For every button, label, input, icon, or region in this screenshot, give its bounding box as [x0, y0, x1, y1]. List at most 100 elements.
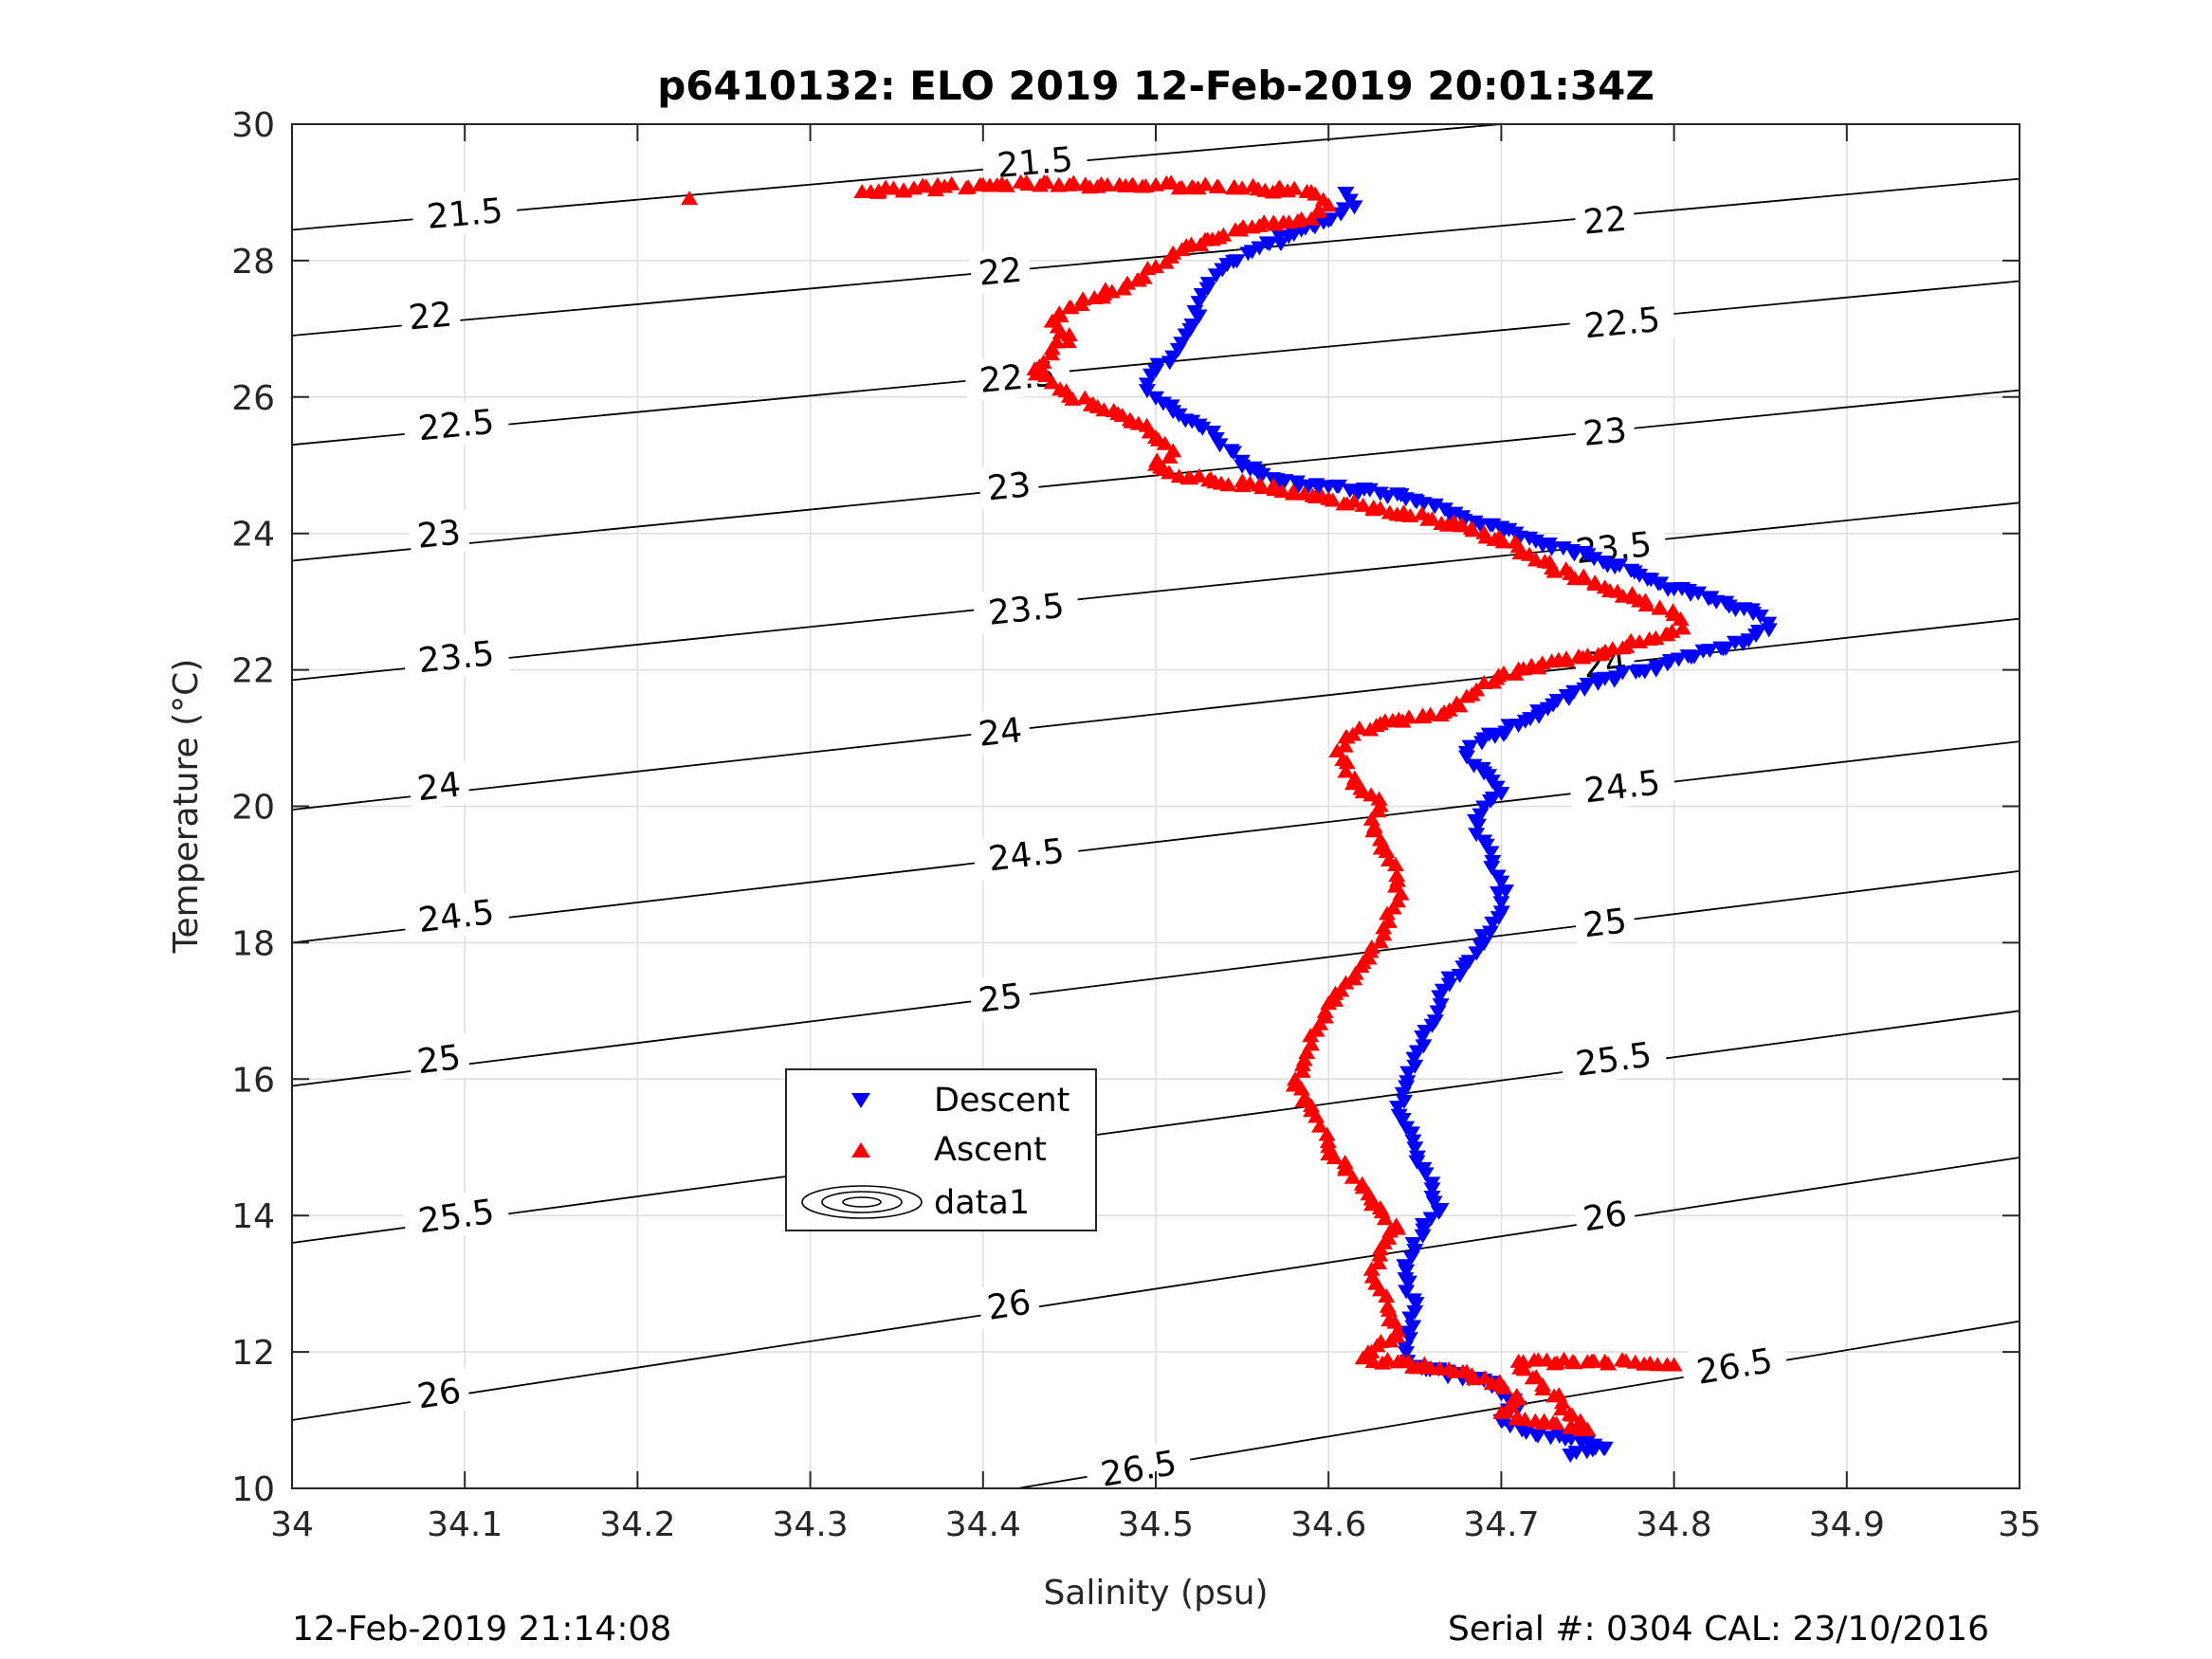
ascent-point — [1371, 934, 1389, 949]
contour-label-group: 26.5 — [1083, 1438, 1194, 1498]
ascent-point — [1072, 296, 1090, 311]
contour-label: 26 — [414, 1372, 463, 1416]
ascent-point — [1570, 648, 1588, 664]
ascent-point — [1336, 738, 1354, 753]
ascent-point — [1457, 688, 1475, 703]
contour-label: 22.5 — [1582, 301, 1662, 346]
ascent-point — [1362, 1261, 1380, 1276]
contour-label-group: 22 — [969, 246, 1032, 295]
descent-point — [1276, 474, 1294, 489]
contour-label: 22 — [407, 296, 453, 338]
contour-label-group: 22.5 — [1568, 296, 1676, 348]
descent-point — [1585, 552, 1603, 567]
contour-label-background — [406, 1367, 471, 1418]
descent-point — [1543, 541, 1561, 556]
y-tick-label: 28 — [231, 243, 275, 282]
ascent-point — [868, 184, 887, 199]
density-contours: 21.521.522222222.522.522.523232323.523.5… — [291, 123, 2020, 1498]
y-tick-label: 12 — [231, 1334, 275, 1373]
descent-point — [1414, 1229, 1432, 1244]
ascent-point — [1565, 1355, 1583, 1370]
descent-point — [1482, 846, 1500, 861]
ascent-point — [1197, 176, 1215, 191]
contour-label-group: 23 — [1573, 407, 1636, 455]
ascent-point — [1311, 1118, 1329, 1133]
ascent-point — [1553, 1395, 1571, 1410]
contour-label: 26 — [985, 1283, 1033, 1327]
descent-point — [1414, 1030, 1432, 1045]
ascent-point — [1614, 640, 1632, 655]
footer-serial-cal: Serial #: 0304 CAL: 23/10/2016 — [1448, 1610, 1989, 1649]
legend[interactable]: Descent Ascent data1 — [785, 1068, 1097, 1231]
ascent-point — [1534, 1376, 1552, 1392]
contour-label: 23 — [985, 465, 1033, 508]
descent-point — [1726, 635, 1744, 650]
contour-label-background — [402, 629, 511, 683]
contour-label-group: 24.5 — [972, 827, 1081, 882]
contour-label-background — [1083, 1438, 1194, 1498]
contour-label-group: 26 — [977, 1279, 1042, 1330]
contour-label: 26 — [1581, 1194, 1629, 1239]
y-tick-label: 18 — [231, 924, 275, 963]
ascent-point — [1665, 1357, 1683, 1372]
descent-point — [1477, 838, 1495, 853]
x-tick-label: 34.7 — [1463, 1505, 1539, 1544]
ascent-point — [1157, 254, 1175, 269]
descent-point — [1239, 246, 1257, 262]
ascent-point — [1210, 178, 1228, 193]
y-tick-label: 14 — [231, 1197, 275, 1236]
descent-point — [1207, 268, 1225, 283]
ascent-point — [1099, 176, 1117, 191]
descent-point — [1422, 1212, 1440, 1227]
legend-data1-label: data1 — [934, 1184, 1030, 1222]
descent-point — [1169, 342, 1187, 357]
ascent-point — [1562, 1419, 1580, 1434]
ascent-point — [1190, 467, 1208, 483]
ascent-point — [1585, 1353, 1603, 1368]
ascent-point — [1307, 186, 1325, 201]
contour-label: 21.5 — [426, 191, 504, 237]
contour-label-background — [969, 246, 1032, 295]
descent-point — [1190, 296, 1208, 311]
ascent-point — [1451, 698, 1469, 713]
contour-label: 22.5 — [416, 403, 496, 448]
legend-descent-marker — [851, 1093, 870, 1108]
legend-descent-label: Descent — [934, 1082, 1069, 1120]
contour-label: 25 — [977, 976, 1025, 1020]
descent-point — [1337, 186, 1355, 201]
descent-point — [1642, 573, 1660, 588]
descent-point — [1472, 736, 1490, 751]
descent-point — [1399, 1275, 1417, 1290]
descent-point — [1562, 1449, 1580, 1464]
descent-point — [1431, 990, 1449, 1005]
ascent-point — [1507, 665, 1525, 681]
ascent-point — [1344, 775, 1362, 791]
descent-point — [1260, 237, 1278, 252]
descent-point — [1394, 1112, 1412, 1127]
footer-timestamp: 12-Feb-2019 21:14:08 — [292, 1610, 671, 1649]
ascent-point — [1600, 1356, 1618, 1371]
contour-label-background — [1572, 1190, 1637, 1241]
ascent-point — [1320, 197, 1338, 212]
ascent-point — [1294, 1092, 1312, 1107]
contour-label-background — [1679, 1336, 1790, 1395]
descent-point — [1224, 446, 1242, 461]
ascent-point — [997, 177, 1015, 192]
ascent-point — [1345, 493, 1363, 508]
descent-point — [1328, 480, 1346, 495]
descent-point — [1379, 489, 1397, 504]
x-tick-label: 35 — [1998, 1505, 2041, 1544]
ascent-point — [1337, 729, 1355, 744]
contour-line — [291, 501, 2020, 682]
ascent-point — [1354, 497, 1372, 512]
ascent-point — [1656, 627, 1674, 642]
ascent-point — [1051, 308, 1069, 323]
contour-label-group: 21.5 — [980, 136, 1089, 188]
ascent-point — [1293, 1063, 1311, 1078]
descent-point — [1475, 800, 1493, 815]
contour-label-group: 23 — [407, 509, 470, 557]
contour-label-background — [1567, 758, 1677, 813]
contour-line — [291, 1010, 2020, 1244]
contour-label-group: 22.5 — [402, 398, 510, 450]
ascent-point — [1344, 1169, 1362, 1184]
